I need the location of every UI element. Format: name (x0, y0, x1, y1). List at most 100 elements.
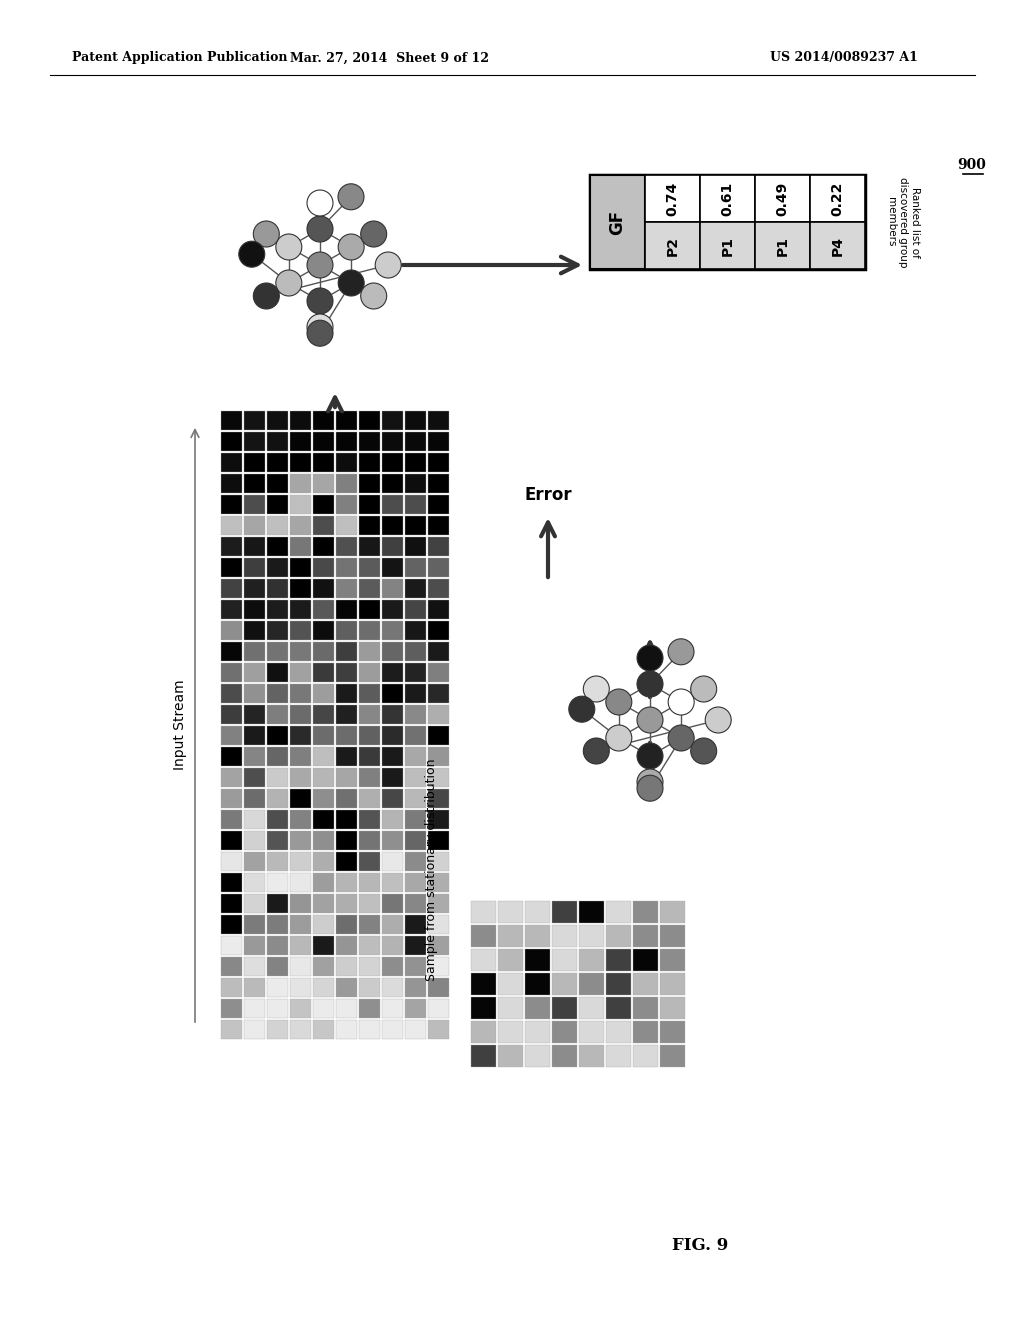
Bar (359, 747, 380, 766)
Bar (290, 915, 311, 935)
Bar (660, 925, 685, 946)
Text: P4: P4 (830, 235, 845, 256)
Circle shape (691, 738, 717, 764)
Bar (267, 705, 288, 723)
Bar (406, 978, 426, 997)
Circle shape (706, 708, 731, 733)
Bar (525, 949, 550, 972)
Bar (336, 1020, 357, 1039)
Bar (406, 537, 426, 556)
Bar (336, 747, 357, 766)
Bar (428, 936, 449, 954)
Bar (336, 873, 357, 892)
Circle shape (338, 183, 364, 210)
Bar (221, 537, 242, 556)
Bar (406, 915, 426, 935)
Bar (267, 810, 288, 829)
Bar (290, 851, 311, 871)
Circle shape (606, 689, 632, 715)
Bar (633, 997, 658, 1019)
Bar (290, 453, 311, 473)
Bar (336, 684, 357, 704)
Circle shape (606, 725, 632, 751)
Bar (579, 949, 604, 972)
Bar (525, 997, 550, 1019)
Bar (221, 579, 242, 598)
Bar (336, 663, 357, 682)
Circle shape (307, 190, 333, 216)
Bar (221, 474, 242, 492)
Bar (606, 997, 631, 1019)
Bar (244, 957, 265, 975)
Bar (382, 642, 403, 661)
Bar (221, 851, 242, 871)
Text: 900: 900 (957, 158, 986, 172)
Bar (525, 925, 550, 946)
Bar (244, 579, 265, 598)
Bar (221, 768, 242, 787)
Bar (313, 873, 334, 892)
Bar (221, 705, 242, 723)
Bar (406, 601, 426, 619)
Bar (660, 949, 685, 972)
Bar (428, 851, 449, 871)
Bar (359, 936, 380, 954)
Bar (498, 973, 523, 995)
Bar (267, 432, 288, 451)
Bar (579, 902, 604, 923)
Bar (267, 579, 288, 598)
Bar (382, 601, 403, 619)
Bar (382, 558, 403, 577)
Bar (336, 601, 357, 619)
Bar (313, 978, 334, 997)
Bar (579, 997, 604, 1019)
Bar (755, 176, 810, 222)
Bar (471, 949, 496, 972)
Bar (633, 925, 658, 946)
Bar (359, 663, 380, 682)
Bar (313, 894, 334, 913)
Bar (660, 997, 685, 1019)
Bar (290, 894, 311, 913)
Bar (244, 915, 265, 935)
Text: Ranked list of
discovered group
members: Ranked list of discovered group members (887, 177, 920, 267)
Bar (498, 949, 523, 972)
Bar (244, 851, 265, 871)
Circle shape (668, 639, 694, 665)
Bar (428, 915, 449, 935)
Bar (290, 432, 311, 451)
Bar (660, 1045, 685, 1067)
Bar (221, 453, 242, 473)
Bar (221, 789, 242, 808)
Bar (336, 642, 357, 661)
Bar (244, 558, 265, 577)
Bar (244, 999, 265, 1018)
Bar (382, 768, 403, 787)
Text: Input Stream: Input Stream (173, 680, 187, 771)
Bar (244, 495, 265, 513)
Bar (700, 176, 755, 222)
Bar (359, 726, 380, 744)
Circle shape (375, 252, 401, 279)
Bar (221, 726, 242, 744)
Bar (525, 1045, 550, 1067)
Bar (313, 411, 334, 430)
Bar (221, 516, 242, 535)
Bar (313, 642, 334, 661)
Bar (267, 601, 288, 619)
Bar (428, 620, 449, 640)
Bar (428, 432, 449, 451)
Bar (244, 1020, 265, 1039)
Text: US 2014/0089237 A1: US 2014/0089237 A1 (770, 51, 918, 65)
Circle shape (637, 770, 663, 795)
Bar (498, 1020, 523, 1043)
Bar (244, 789, 265, 808)
Bar (267, 558, 288, 577)
Bar (290, 726, 311, 744)
Bar (428, 747, 449, 766)
Bar (221, 684, 242, 704)
Bar (382, 999, 403, 1018)
Bar (290, 768, 311, 787)
Bar (359, 810, 380, 829)
Circle shape (568, 696, 595, 722)
